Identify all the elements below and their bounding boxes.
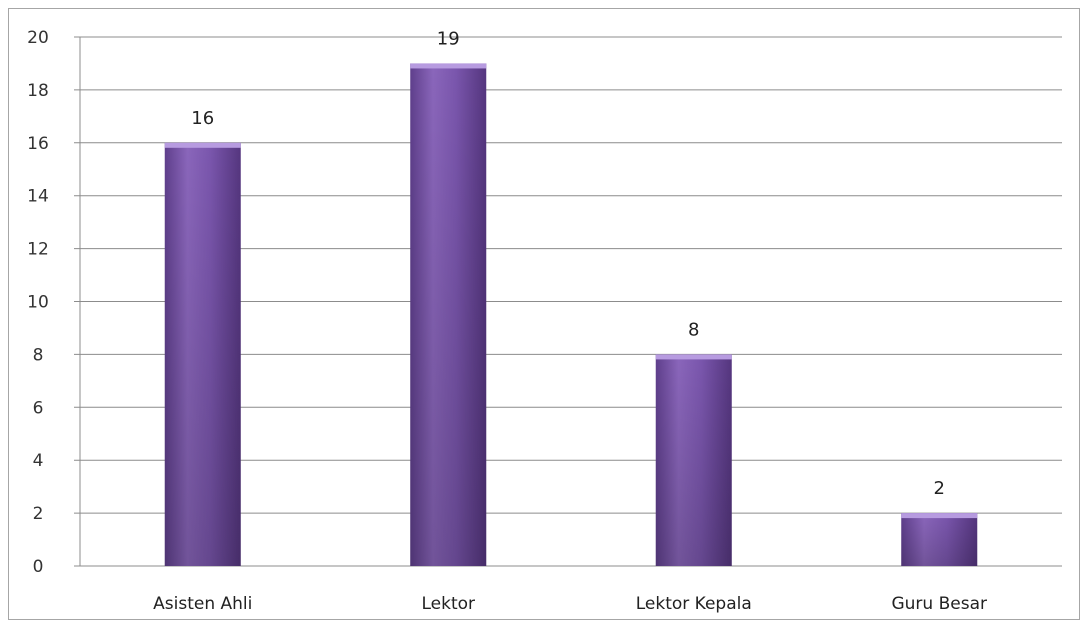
data-label: 8	[688, 319, 699, 340]
bar-shade	[164, 142, 241, 567]
y-axis-ticks: 0 2 4 6 8 10 12 14 16 18 20	[27, 28, 49, 577]
y-tick-label: 2	[33, 504, 44, 524]
y-tick-label: 4	[33, 451, 44, 471]
x-category-label: Lektor	[421, 594, 475, 614]
bar	[655, 354, 732, 566]
bar	[901, 513, 978, 566]
y-tick-label: 18	[27, 81, 49, 101]
y-tick-label: 20	[27, 28, 49, 48]
bar-shade	[410, 63, 487, 566]
bar-top-cap	[901, 513, 978, 519]
bar-top-cap	[655, 354, 732, 360]
y-tick-label: 10	[27, 293, 49, 313]
y-tick-label: 16	[27, 134, 49, 154]
y-tick-label: 14	[27, 187, 49, 207]
data-labels: 16 19 8 2	[191, 28, 945, 499]
bar-shade	[901, 513, 978, 566]
bar-top-cap	[164, 142, 241, 148]
y-tick-label: 6	[33, 398, 44, 418]
bar-shade	[655, 354, 732, 566]
y-tick-label: 12	[27, 240, 49, 260]
y-tick-label: 8	[33, 345, 44, 365]
bar-top-cap	[410, 63, 487, 69]
bar	[410, 63, 487, 566]
bars	[164, 63, 978, 567]
x-category-label: Asisten Ahli	[153, 594, 252, 614]
x-category-label: Guru Besar	[891, 594, 987, 614]
x-axis-categories: Asisten Ahli Lektor Lektor Kepala Guru Besa…	[153, 594, 987, 614]
y-tick-label: 0	[33, 557, 44, 577]
bar	[164, 142, 241, 567]
x-category-label: Lektor Kepala	[636, 594, 752, 614]
data-label: 2	[934, 478, 945, 499]
data-label: 16	[191, 108, 214, 129]
data-label: 19	[437, 28, 460, 49]
